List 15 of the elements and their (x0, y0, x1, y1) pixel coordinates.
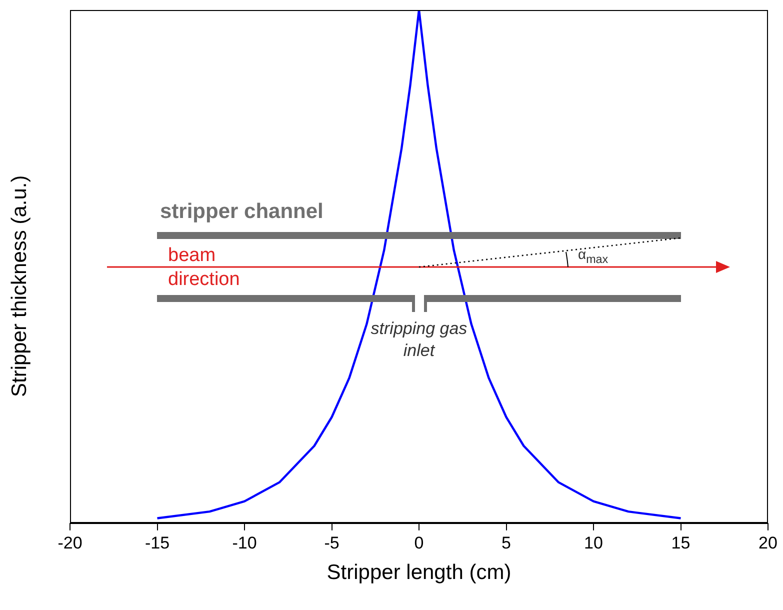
x-tick-label: 15 (671, 533, 690, 552)
x-tick-label: 20 (758, 533, 778, 552)
annotation: α$_{max}$ (578, 246, 608, 266)
x-tick-label: 10 (584, 533, 603, 552)
x-axis-title: Stripper length (cm) (326, 561, 512, 584)
x-tick-label: -5 (324, 533, 340, 552)
annotation: stripper channel (160, 200, 324, 224)
annotation: beam direction (168, 244, 241, 292)
x-tick-label: 0 (414, 533, 424, 552)
x-tick-label: -10 (232, 533, 257, 552)
y-axis-title: Stripper thickness (a.u.) (8, 174, 32, 397)
x-tick-label: -15 (144, 533, 170, 552)
annotation: stripping gas inlet (370, 318, 468, 362)
x-tick-label: 5 (502, 533, 511, 552)
x-tick-label: -20 (58, 533, 82, 552)
